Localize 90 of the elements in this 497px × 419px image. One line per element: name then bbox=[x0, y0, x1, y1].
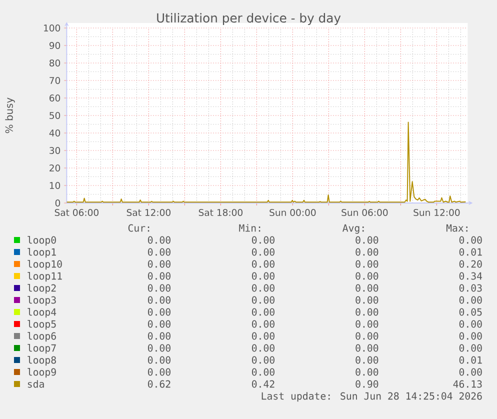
y-tick-label: 0 bbox=[55, 199, 60, 206]
text: 0.00 bbox=[252, 284, 274, 292]
text: 0.00 bbox=[252, 296, 274, 304]
text: 0.90 bbox=[356, 380, 378, 388]
text: 0.62 bbox=[148, 380, 170, 388]
text: 0.00 bbox=[252, 260, 274, 268]
y-tick-label: 30 bbox=[50, 146, 60, 154]
text: 0.00 bbox=[252, 272, 274, 280]
y-tick-label: 50 bbox=[50, 112, 60, 119]
y-tick-label: 10 bbox=[50, 182, 60, 189]
text: 0.00 bbox=[356, 308, 378, 316]
text: 0.00 bbox=[459, 368, 482, 376]
text: 0.00 bbox=[148, 308, 170, 316]
text: 0.00 bbox=[148, 296, 170, 304]
text: 0.34 bbox=[459, 272, 482, 280]
line-series bbox=[66, 122, 466, 203]
x-tick-label: Sat 06:00 bbox=[54, 209, 98, 216]
text: 0.00 bbox=[459, 344, 482, 352]
text: 0.00 bbox=[252, 320, 274, 328]
text: 0.00 bbox=[459, 236, 482, 244]
y-tick-label: 20 bbox=[50, 164, 60, 172]
text: 0.20 bbox=[459, 260, 482, 268]
text: 0.00 bbox=[148, 356, 170, 364]
y-tick-label: 40 bbox=[49, 129, 60, 136]
text: 0.00 bbox=[252, 308, 274, 316]
y-tick-label: 70 bbox=[50, 76, 60, 84]
chart-title: Utilization per device - by day bbox=[157, 13, 341, 26]
x-tick-label: Sun 00:00 bbox=[270, 209, 316, 216]
text: 0.01 bbox=[459, 248, 482, 256]
text: 0.00 bbox=[252, 368, 274, 376]
text: Min: bbox=[239, 224, 260, 232]
text: 0.00 bbox=[459, 296, 482, 304]
y-tick-label: 100 bbox=[44, 24, 60, 32]
legend-label: loop6 bbox=[28, 332, 56, 342]
legend-label: sda bbox=[28, 380, 44, 388]
legend-label: loop7 bbox=[28, 344, 56, 354]
text: 0.00 bbox=[356, 368, 378, 376]
x-tick-label: Sat 18:00 bbox=[198, 209, 242, 216]
x-tick-label: Sun 06:00 bbox=[342, 209, 388, 216]
text: 0.00 bbox=[148, 368, 170, 376]
text: 0.00 bbox=[356, 356, 378, 364]
text: 0.00 bbox=[148, 260, 170, 268]
text: 0.00 bbox=[356, 284, 378, 292]
text: 0.00 bbox=[356, 272, 378, 280]
text: 0.00 bbox=[252, 332, 274, 340]
legend-label: loop5 bbox=[28, 320, 56, 330]
text: 0.00 bbox=[148, 236, 170, 244]
text: Avg: bbox=[342, 224, 364, 234]
text: 0.01 bbox=[459, 356, 482, 364]
text: 0.00 bbox=[148, 284, 170, 292]
legend-label: loop10 bbox=[28, 260, 62, 270]
text: 0.42 bbox=[252, 380, 274, 388]
legend-label: loop11 bbox=[28, 272, 62, 282]
text: 0.00 bbox=[356, 260, 378, 268]
y-axis-title: % busy bbox=[5, 98, 15, 134]
text: 0.00 bbox=[459, 332, 482, 340]
y-tick-label: 60 bbox=[50, 94, 60, 102]
legend-label: loop3 bbox=[28, 296, 56, 306]
text: 0.00 bbox=[356, 344, 378, 352]
text: 0.05 bbox=[459, 308, 482, 316]
x-tick-label: Sun 12:00 bbox=[414, 209, 460, 216]
text: 0.00 bbox=[356, 236, 378, 244]
text: 0.00 bbox=[356, 296, 378, 304]
text: 0.00 bbox=[252, 356, 274, 364]
text: Max: bbox=[446, 224, 468, 232]
text: 0.00 bbox=[148, 320, 170, 328]
legend-label: loop8 bbox=[28, 356, 56, 366]
text: 0.00 bbox=[356, 320, 378, 328]
legend-label: loop2 bbox=[28, 284, 56, 294]
text: 0.00 bbox=[356, 332, 378, 340]
legend-label: loop9 bbox=[28, 368, 56, 378]
text: 0.00 bbox=[356, 248, 378, 256]
legend-label: loop0 bbox=[28, 236, 56, 246]
text: 0.03 bbox=[459, 284, 482, 292]
x-tick-label: Sat 12:00 bbox=[126, 209, 170, 216]
legend-label: loop1 bbox=[28, 248, 56, 258]
legend-label: loop4 bbox=[28, 308, 56, 318]
y-tick-label: 80 bbox=[50, 59, 60, 66]
text: 0.00 bbox=[252, 344, 274, 352]
text: 0.00 bbox=[148, 344, 170, 352]
text: 0.00 bbox=[148, 332, 170, 340]
text: Cur: bbox=[128, 224, 150, 232]
text: 0.00 bbox=[148, 248, 170, 256]
text: 0.00 bbox=[252, 236, 274, 244]
text: 0.00 bbox=[148, 272, 170, 280]
text: 0.00 bbox=[252, 248, 274, 256]
text: 46.13 bbox=[453, 380, 482, 388]
text: Last update: Sun Jun 28 14:25:04 2026 bbox=[262, 392, 482, 402]
text: 0.00 bbox=[459, 320, 482, 328]
y-tick-label: 90 bbox=[49, 42, 60, 49]
